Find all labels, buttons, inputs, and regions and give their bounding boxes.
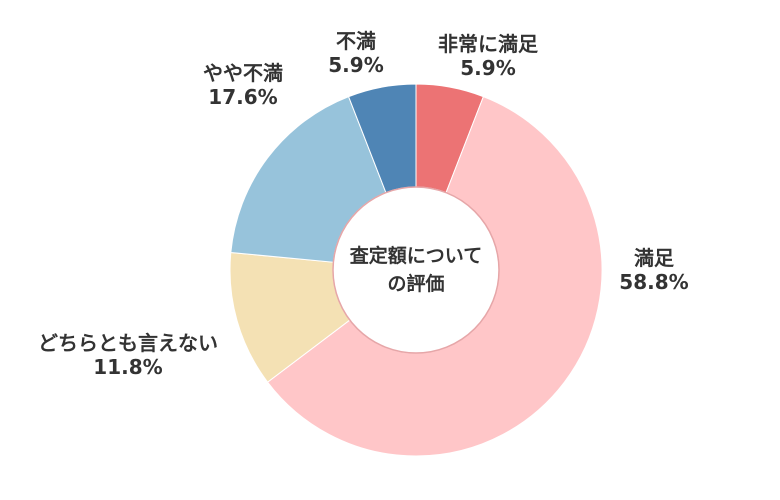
slice-name: 不満 [336,29,376,53]
slice-label-neutral: どちらとも言えない 11.8% [38,331,218,379]
slice-name: 非常に満足 [438,32,538,56]
slice-label-very-satisfied: 非常に満足 5.9% [438,32,538,80]
slice-name: どちらとも言えない [38,331,218,355]
slice-name: やや不満 [203,61,283,85]
center-title-line-2: の評価 [387,273,445,295]
slice-percent: 5.9% [328,53,384,77]
center-title-line-1: 査定額について [349,245,483,267]
slice-label-satisfied: 満足 58.8% [619,246,688,294]
slices-group [229,83,603,457]
slice-label-somewhat-dissatisfied: やや不満 17.6% [203,61,283,109]
slice-percent: 5.9% [460,56,516,80]
center-hole [338,192,494,348]
center-title: 査定額について の評価 [350,242,482,298]
slice-label-dissatisfied: 不満 5.9% [328,29,383,77]
slice-percent: 58.8% [619,270,689,294]
slice-percent: 11.8% [93,355,163,379]
slice-percent: 17.6% [208,85,278,109]
slice-name: 満足 [633,246,674,270]
